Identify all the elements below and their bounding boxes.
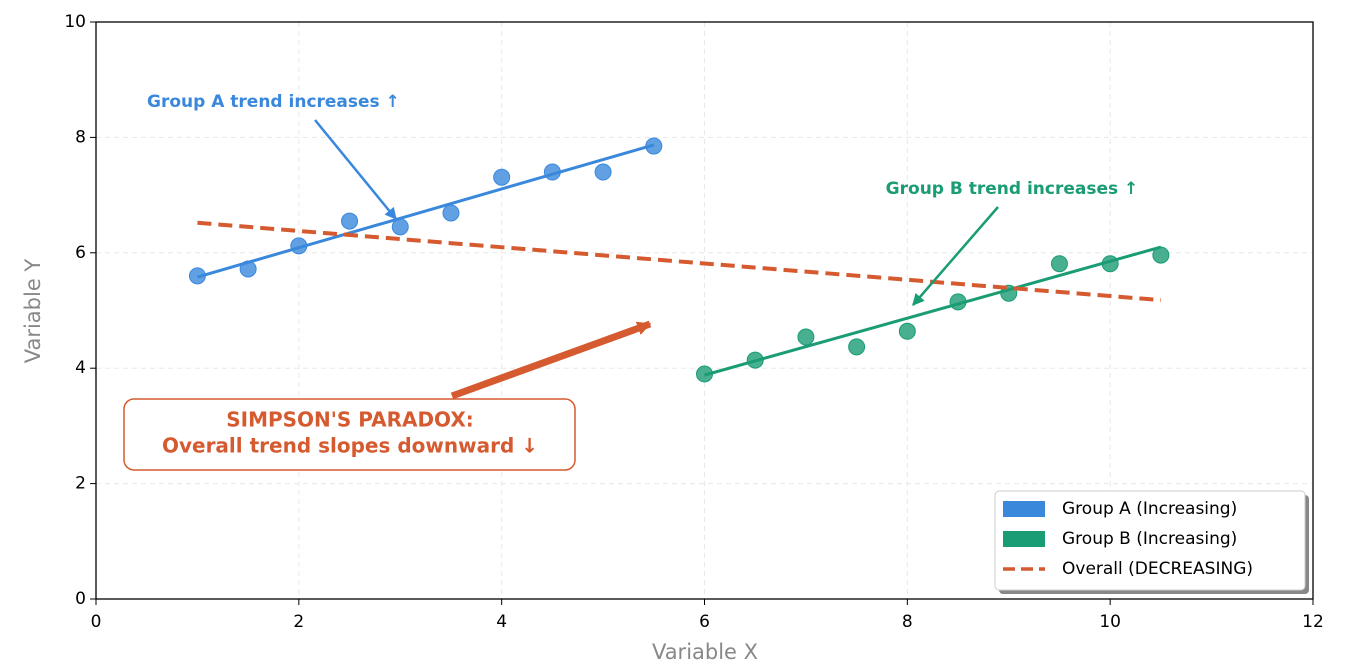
y-tick-label: 6 (75, 243, 86, 263)
data-point (797, 328, 815, 346)
annotation-arrow (912, 206, 999, 306)
x-tick-label: 10 (1099, 612, 1121, 632)
legend-label: Overall (DECREASING) (1062, 559, 1253, 579)
y-axis-label: Variable Y (21, 259, 45, 364)
x-tick-label: 0 (91, 612, 102, 632)
annotation: Overall trend slopes downward ↓ (162, 434, 538, 458)
data-point (898, 322, 916, 340)
y-tick-label: 10 (64, 12, 86, 32)
data-point (1050, 255, 1068, 273)
overall-trend-line (197, 220, 1162, 303)
annotation: Group A trend increases ↑ (147, 92, 400, 112)
legend (994, 490, 1306, 591)
annotation-box (123, 398, 576, 471)
legend-swatch (1003, 501, 1045, 517)
x-tick-label: 2 (293, 612, 304, 632)
data-point (594, 163, 612, 181)
plot-frame (95, 21, 1314, 600)
y-tick-label: 4 (75, 358, 86, 378)
x-tick-label: 4 (496, 612, 507, 632)
annotation-arrow (450, 320, 652, 400)
legend-swatch (1003, 531, 1045, 547)
annotation-arrow (314, 119, 397, 220)
annotation: Group B trend increases ↑ (886, 179, 1139, 199)
y-tick-label: 8 (75, 127, 86, 147)
data-point (848, 338, 866, 356)
y-tick-label: 0 (75, 589, 86, 609)
data-point (442, 204, 460, 222)
annotation: SIMPSON'S PARADOX: (226, 408, 474, 432)
trend-line (704, 245, 1162, 377)
x-tick-label: 8 (902, 612, 913, 632)
x-axis-label: Variable X (652, 640, 758, 664)
legend-label: Group B (Increasing) (1062, 529, 1237, 549)
y-tick-label: 2 (75, 474, 86, 494)
trend-line (196, 143, 655, 279)
legend-label: Group A (Increasing) (1062, 499, 1237, 519)
data-point (493, 168, 511, 186)
data-point (341, 212, 359, 230)
x-tick-label: 6 (699, 612, 710, 632)
x-tick-label: 12 (1302, 612, 1324, 632)
